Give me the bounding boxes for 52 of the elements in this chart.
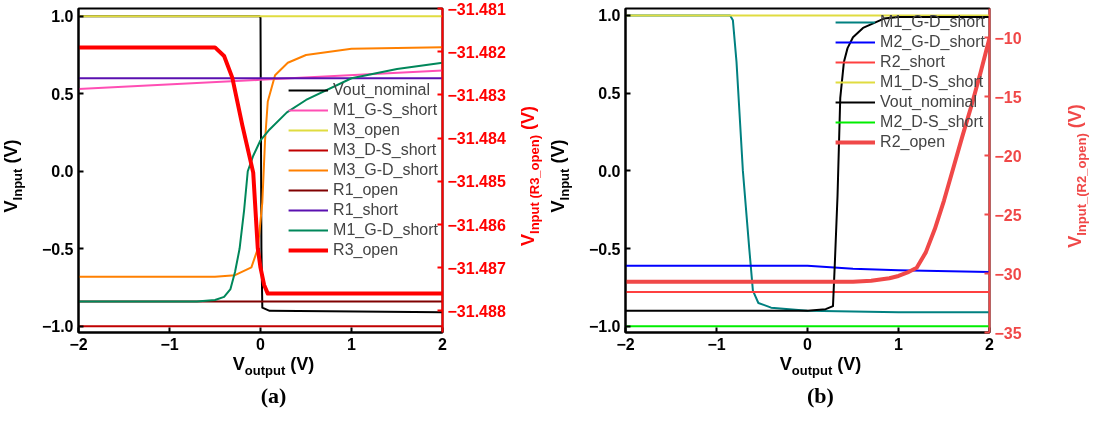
x-tick-label: −1 (160, 335, 179, 353)
y2-tick-label: −31.483 (447, 86, 506, 104)
y2-tick-label: −31.486 (447, 216, 506, 234)
x-tick-label: −2 (616, 335, 635, 353)
x-tick-label: 1 (894, 335, 904, 353)
y-tick-label: −1.0 (588, 318, 621, 336)
legend-label: M2_G-D_short (880, 33, 985, 51)
legend-label: M1_G-D_short (333, 221, 438, 239)
y-tick-label: −0.5 (41, 240, 74, 258)
y2-tick-label: −31.484 (447, 130, 506, 148)
y2-tick-label: −35 (994, 324, 1022, 342)
legend-label: M3_G-D_short (333, 161, 438, 179)
legend-label: M1_G-S_short (333, 101, 438, 119)
y2-tick-label: −31.487 (447, 259, 506, 277)
x-tick-label: 2 (985, 335, 995, 353)
legend-label: R2_short (880, 53, 945, 71)
y2-tick-label: −15 (994, 88, 1022, 106)
y-tick-label: 0.0 (598, 162, 621, 180)
x-tick-label: 2 (438, 335, 448, 353)
x-tick-label: 0 (803, 335, 813, 353)
y-tick-label: −0.5 (588, 240, 621, 258)
y2-tick-label: −31.481 (447, 0, 506, 18)
y2-tick-label: −20 (994, 147, 1022, 165)
y2-tick-label: −31.482 (447, 43, 506, 61)
y2-tick-label: −10 (994, 29, 1022, 47)
x-tick-label: −1 (707, 335, 726, 353)
line-series (625, 264, 990, 273)
x-tick-label: −2 (69, 335, 88, 353)
y-tick-label: 0.0 (51, 163, 74, 181)
y-tick-label: 1.0 (598, 7, 621, 25)
legend-label: M3_D-S_short (333, 141, 437, 159)
y-tick-label: 1.0 (51, 8, 74, 26)
x-tick-label: 0 (256, 335, 266, 353)
x-axis-title: V$_{output}$ (V) (778, 353, 863, 380)
y2-tick-label: −30 (994, 265, 1022, 283)
legend-label: R3_open (333, 241, 399, 259)
x-tick-label: 1 (347, 335, 357, 353)
y-tick-label: 0.5 (598, 85, 621, 103)
legend-label: M3_open (333, 121, 400, 139)
y-tick-label: 0.5 (51, 85, 74, 103)
text: (b) (806, 382, 835, 410)
text: (a) (259, 382, 288, 410)
legend-label: R1_short (333, 201, 398, 219)
y-tick-label: −1.0 (41, 318, 74, 336)
legend-label: R2_open (880, 133, 946, 151)
legend-label: R1_open (333, 181, 399, 199)
legend-label: Vout_nominal (333, 81, 431, 99)
x-axis-title: V$_{output}$ (V) (231, 353, 316, 380)
y2-tick-label: −31.485 (447, 173, 506, 191)
legend-label: M1_G-D_short (880, 13, 985, 31)
y2-tick-label: −31.488 (447, 302, 506, 320)
y2-tick-label: −25 (994, 206, 1022, 224)
